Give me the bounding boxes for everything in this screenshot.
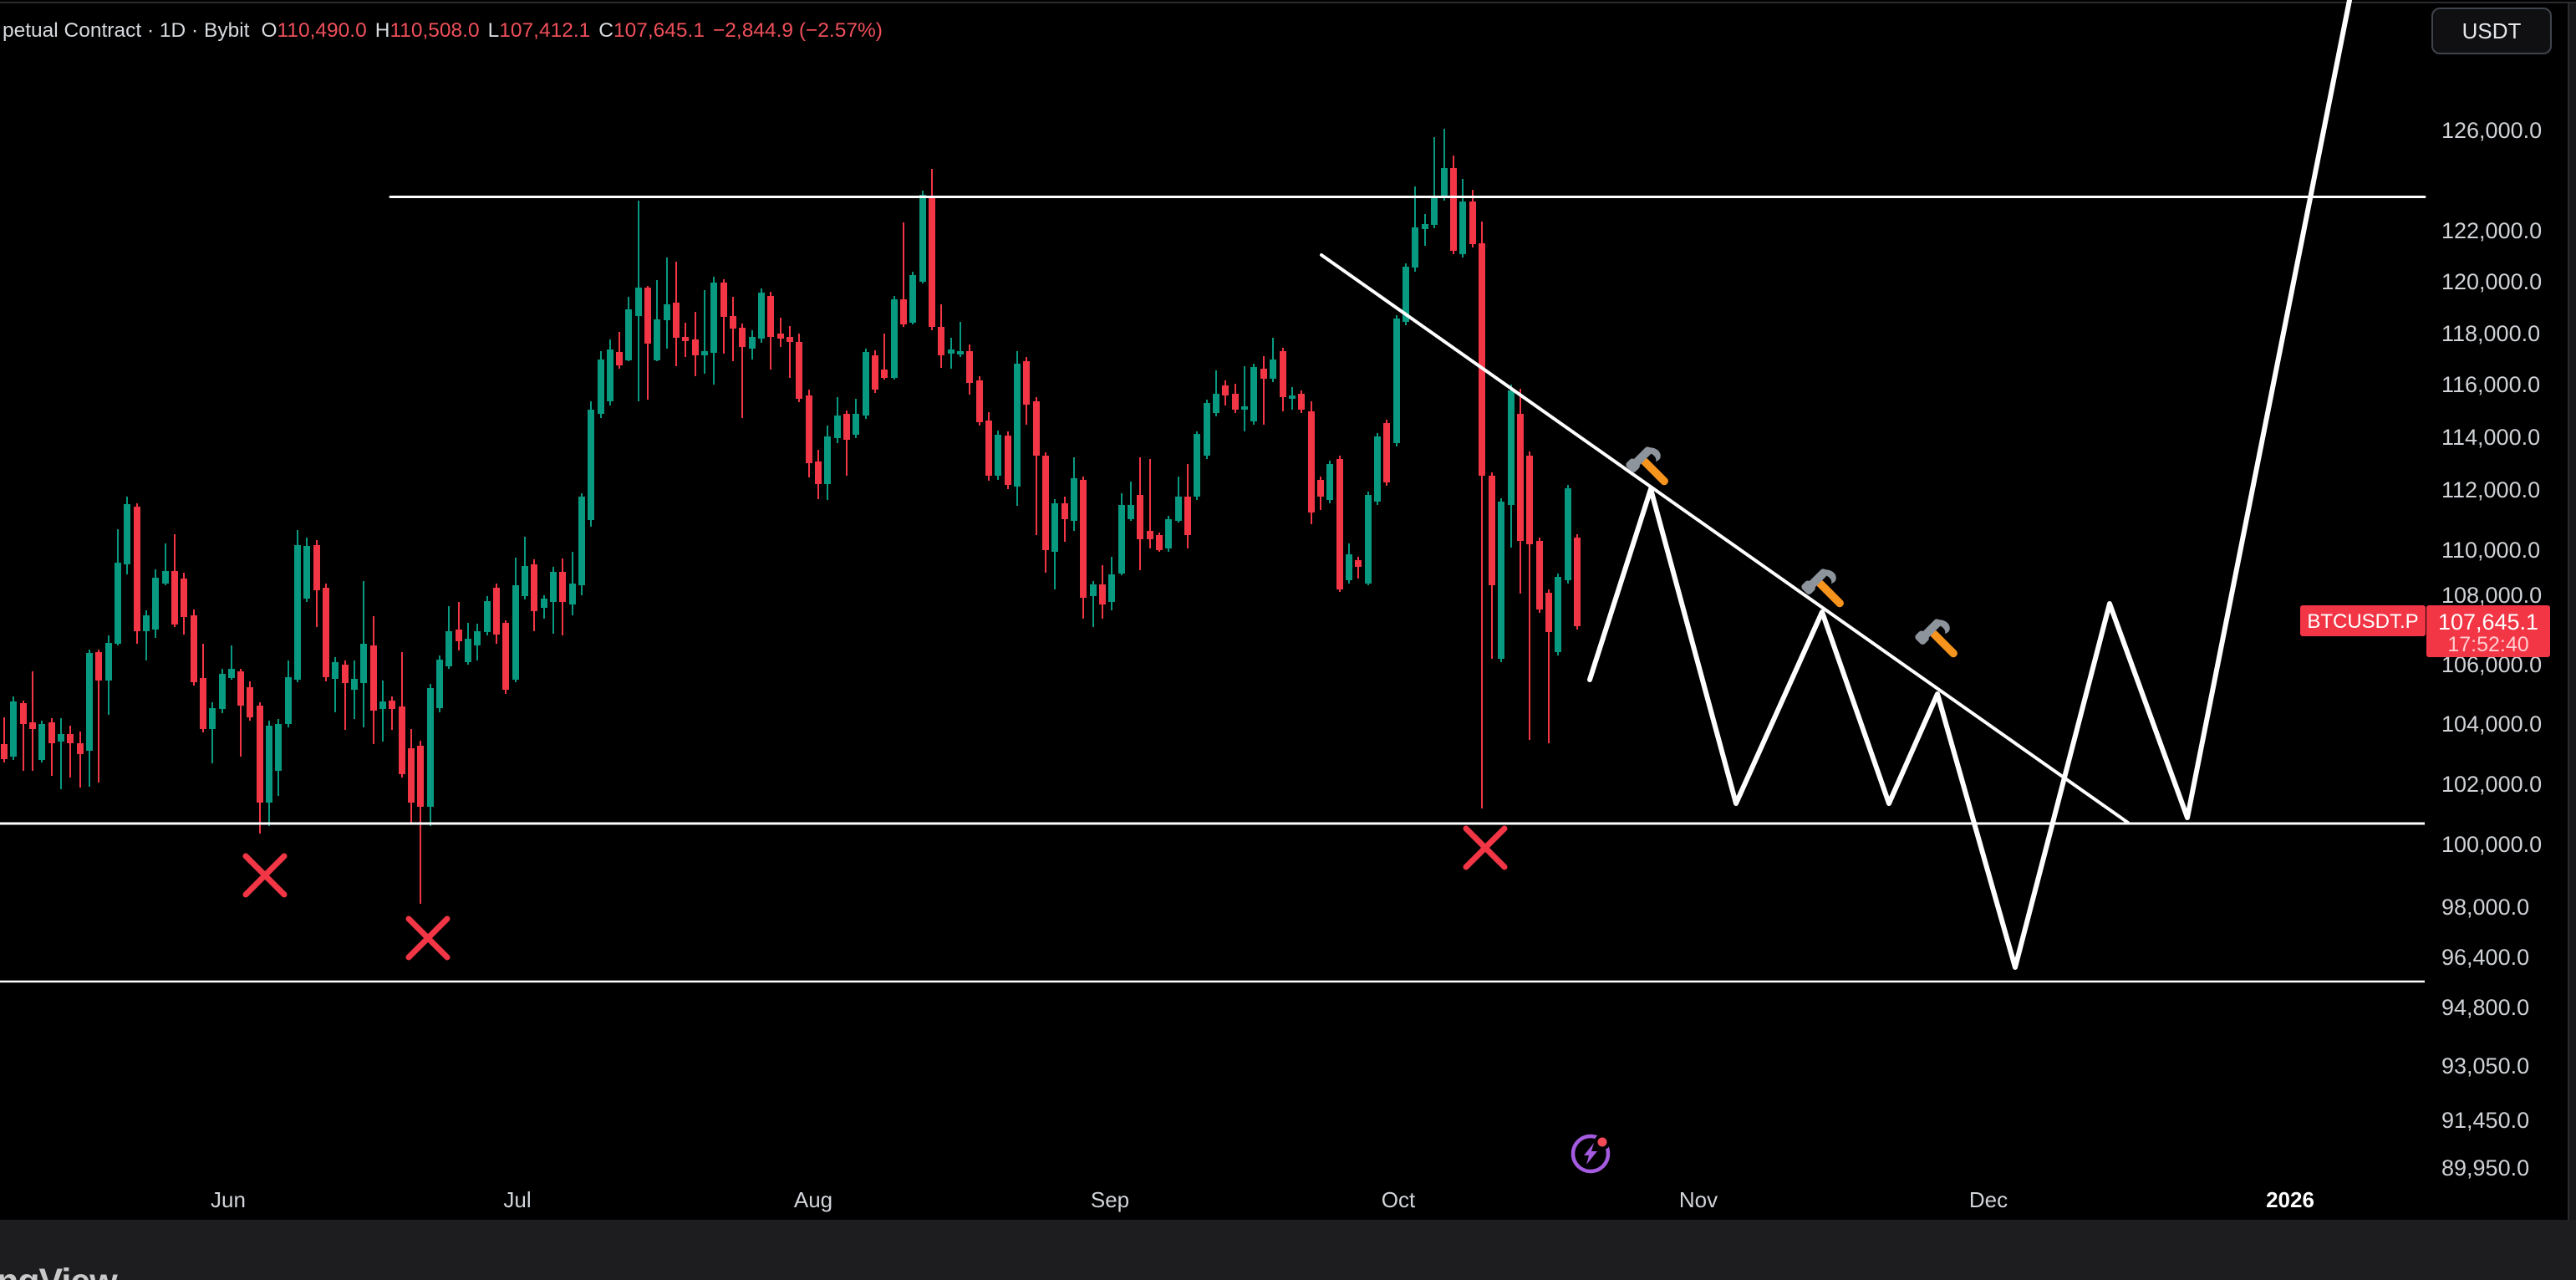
- svg-text:2026: 2026: [2266, 1187, 2314, 1212]
- svg-text:Aug: Aug: [794, 1187, 832, 1212]
- svg-text:120,000.0: 120,000.0: [2441, 269, 2542, 294]
- svg-text:Nov: Nov: [1679, 1187, 1718, 1212]
- svg-text:126,000.0: 126,000.0: [2441, 118, 2542, 143]
- svg-text:BTCUSDT.P: BTCUSDT.P: [2307, 610, 2418, 633]
- svg-text:Jul: Jul: [503, 1187, 531, 1212]
- svg-text:96,400.0: 96,400.0: [2441, 945, 2529, 970]
- svg-text:93,050.0: 93,050.0: [2441, 1053, 2529, 1079]
- svg-text:ngView: ngView: [0, 1262, 118, 1280]
- svg-text:114,000.0: 114,000.0: [2441, 425, 2540, 450]
- svg-text:Sep: Sep: [1091, 1187, 1129, 1212]
- svg-text:122,000.0: 122,000.0: [2441, 218, 2542, 243]
- svg-text:100,000.0: 100,000.0: [2441, 832, 2542, 857]
- svg-text:104,000.0: 104,000.0: [2441, 711, 2542, 737]
- svg-text:Oct: Oct: [1382, 1187, 1416, 1212]
- svg-text:118,000.0: 118,000.0: [2441, 321, 2540, 346]
- svg-text:USDT: USDT: [2462, 18, 2522, 43]
- svg-text:89,950.0: 89,950.0: [2441, 1155, 2529, 1181]
- svg-text:112,000.0: 112,000.0: [2441, 477, 2540, 502]
- svg-text:107,645.1: 107,645.1: [2438, 609, 2538, 635]
- svg-text:116,000.0: 116,000.0: [2441, 372, 2540, 397]
- svg-text:91,450.0: 91,450.0: [2441, 1108, 2529, 1133]
- svg-text:110,000.0: 110,000.0: [2441, 538, 2540, 563]
- svg-text:102,000.0: 102,000.0: [2441, 772, 2542, 797]
- svg-text:Jun: Jun: [211, 1187, 246, 1212]
- svg-text:Dec: Dec: [1969, 1187, 2008, 1212]
- svg-text:108,000.0: 108,000.0: [2441, 583, 2542, 608]
- svg-text:94,800.0: 94,800.0: [2441, 995, 2529, 1020]
- svg-text:98,000.0: 98,000.0: [2441, 895, 2529, 920]
- svg-text:17:52:40: 17:52:40: [2447, 633, 2528, 656]
